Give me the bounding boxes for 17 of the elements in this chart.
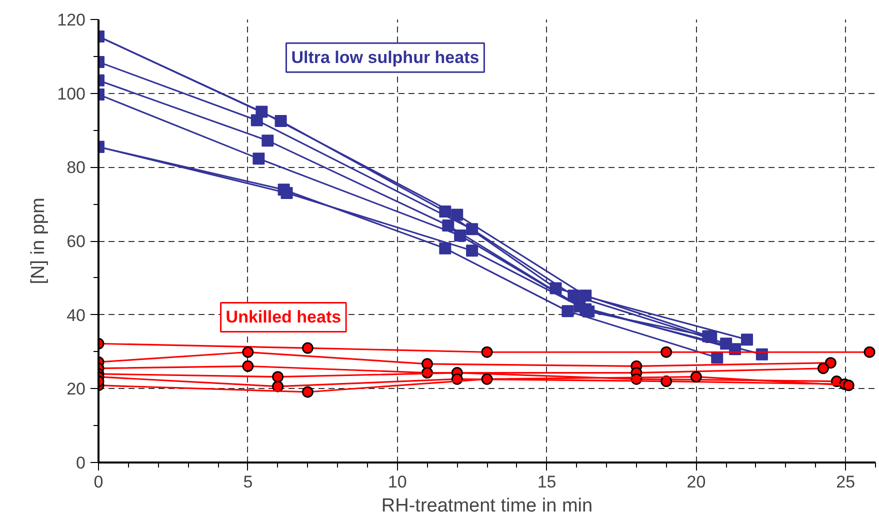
- x-tick-label: 25: [836, 472, 856, 492]
- y-tick-label: 120: [57, 10, 86, 30]
- y-axis-title: [N] in ppm: [28, 198, 50, 284]
- y-tick-label: 0: [76, 454, 86, 472]
- annotation: Unkilled heats: [226, 308, 342, 327]
- y-tick-label: 80: [66, 158, 86, 178]
- y-tick-label: 40: [66, 306, 86, 325]
- y-tick-label: 60: [66, 232, 86, 251]
- annotation: Ultra low sulphur heats: [291, 48, 480, 68]
- x-tick-label: 5: [243, 472, 253, 492]
- y-tick-label: 20: [66, 380, 86, 399]
- x-tick-label: 20: [686, 472, 706, 492]
- x-axis-title: RH-treatment time in min: [381, 496, 593, 516]
- x-tick-label: 10: [388, 472, 407, 492]
- x-tick-label: 15: [537, 472, 556, 492]
- x-tick-label: 0: [94, 472, 104, 492]
- y-tick-label: 100: [57, 84, 86, 104]
